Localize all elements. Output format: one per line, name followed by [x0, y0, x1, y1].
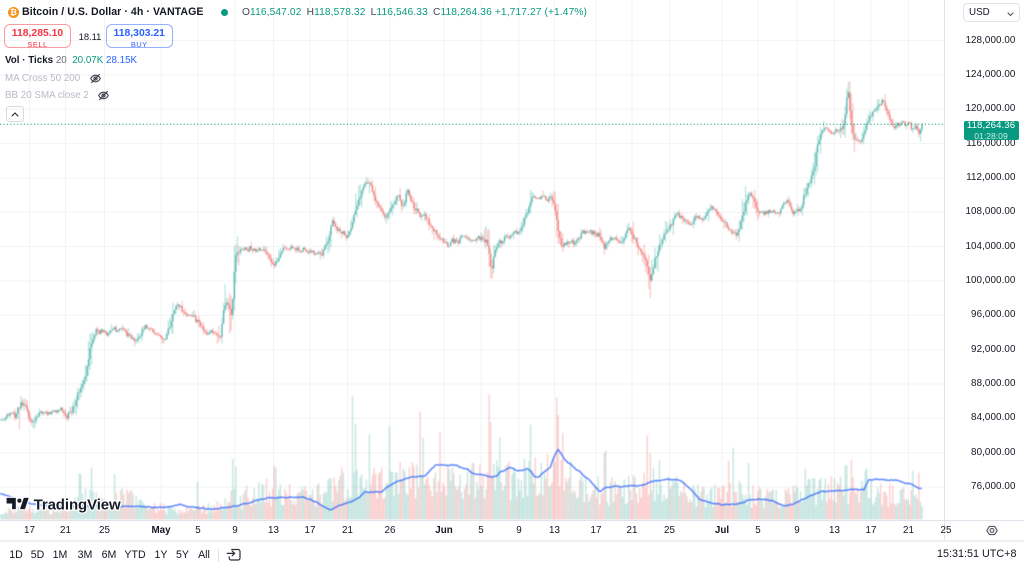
svg-text:TradingView: TradingView — [34, 496, 121, 513]
